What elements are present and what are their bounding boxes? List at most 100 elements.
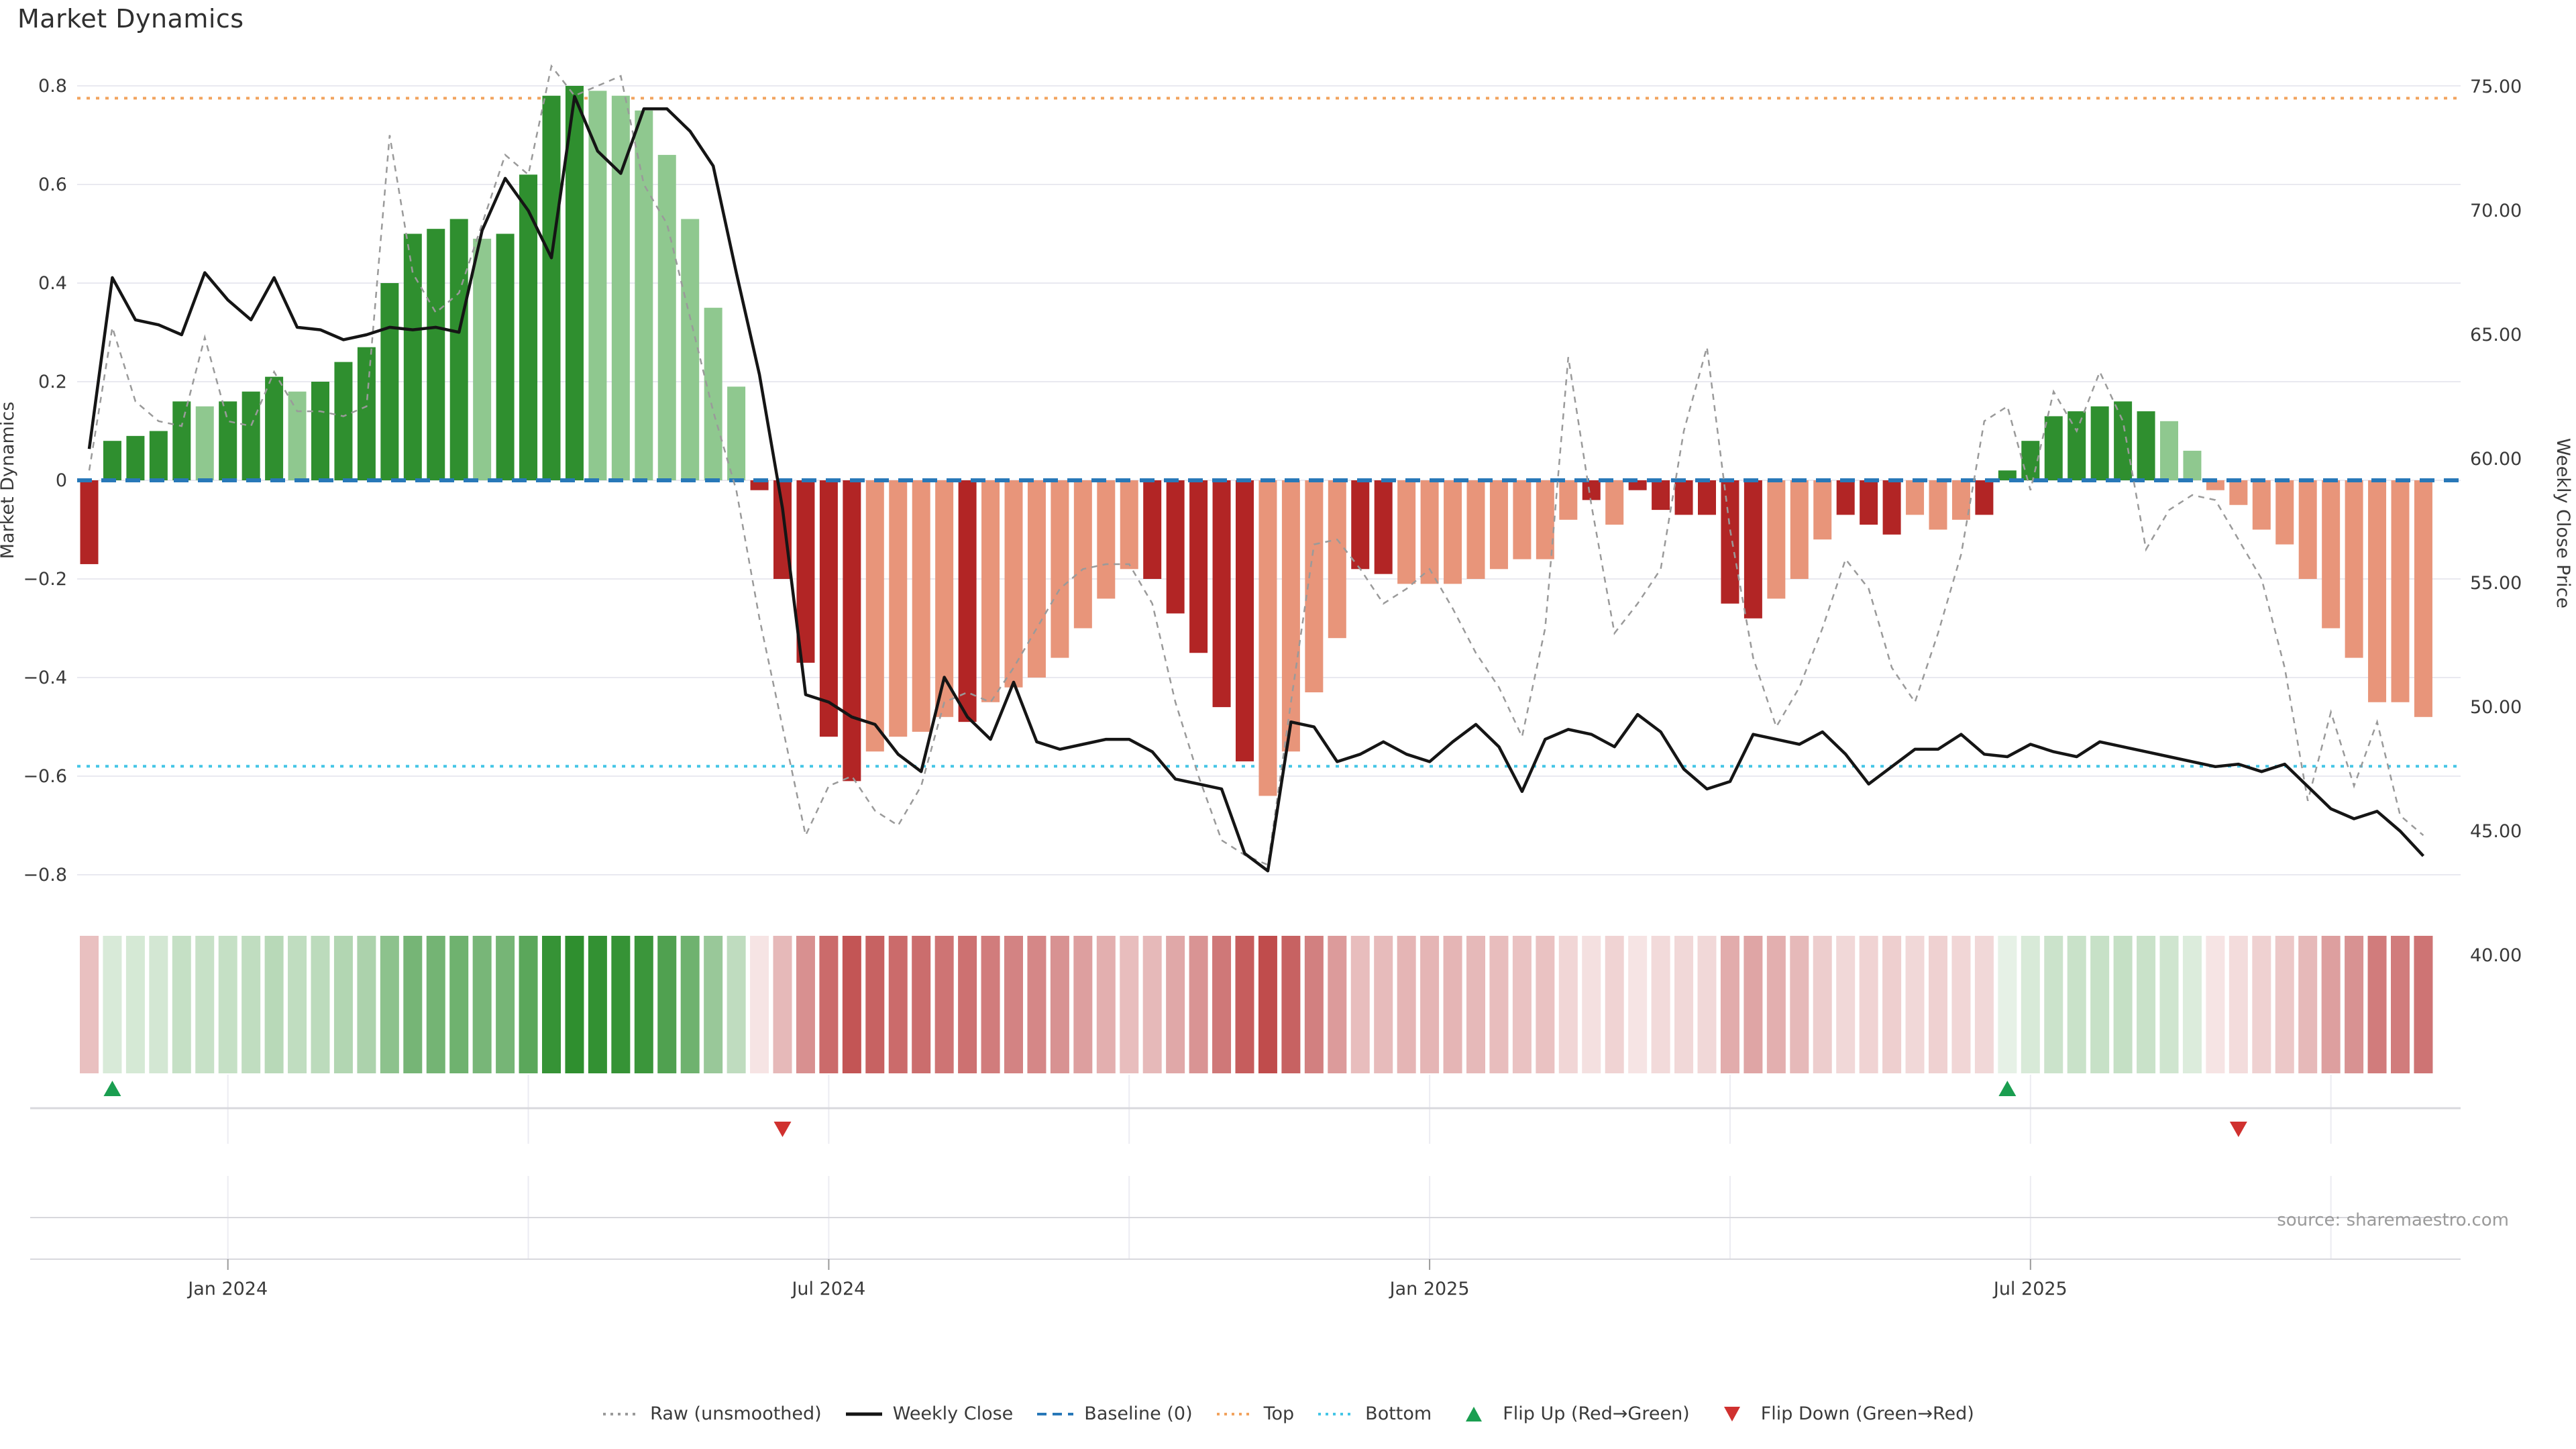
heatmap-cell <box>2391 936 2410 1073</box>
dynamics-bar <box>843 480 861 782</box>
heatmap-cell <box>680 936 700 1073</box>
heatmap-cell <box>1443 936 1462 1073</box>
dynamics-bar <box>2275 480 2294 545</box>
heatmap-cell <box>1073 936 1093 1073</box>
right-tick-label: 55.00 <box>2470 573 2522 594</box>
heatmap-cell <box>542 936 561 1073</box>
heatmap-cell <box>288 936 307 1073</box>
dynamics-bar <box>241 391 260 480</box>
dynamics-bar <box>1397 480 1416 584</box>
source-note: source: sharemaestro.com <box>2277 1210 2509 1230</box>
dynamics-bar <box>1374 480 1393 574</box>
dynamics-bar <box>1628 480 1647 490</box>
x-tick-label: Jan 2025 <box>1389 1279 1470 1299</box>
flip-down-marker <box>773 1122 792 1137</box>
dynamics-bar <box>1929 480 1947 530</box>
dynamics-bar <box>1998 470 2017 480</box>
heatmap-cell <box>888 936 908 1073</box>
heatmap-cell <box>449 936 469 1073</box>
dynamics-bar <box>2160 421 2178 480</box>
heatmap-cell <box>80 936 99 1073</box>
legend-label: Top <box>1263 1403 1295 1424</box>
dynamics-bar <box>958 480 977 722</box>
legend-label: Raw (unsmoothed) <box>650 1403 822 1424</box>
dynamics-bar <box>865 480 884 752</box>
dynamics-bar <box>1212 480 1231 708</box>
heatmap-cell <box>1651 936 1670 1073</box>
heatmap-cell <box>2345 936 2364 1073</box>
dynamics-bar <box>449 219 468 480</box>
dynamics-bar <box>1721 480 1739 604</box>
heatmap-cell <box>1397 936 1416 1073</box>
dynamics-bar <box>427 229 445 480</box>
heatmap-cell <box>565 936 584 1073</box>
heatmap-cell <box>819 936 839 1073</box>
heatmap-cell <box>1628 936 1648 1073</box>
heatmap-cell <box>657 936 677 1073</box>
dynamics-bar <box>1466 480 1485 579</box>
legend-label: Flip Down (Green→Red) <box>1760 1403 1974 1424</box>
heatmap-cell <box>380 936 399 1073</box>
dynamics-bar <box>334 362 353 480</box>
dynamics-bar <box>2298 480 2317 579</box>
dynamics-bar <box>1860 480 1878 525</box>
dynamics-bar <box>1073 480 1092 629</box>
heatmap-cell <box>333 936 353 1073</box>
heatmap-cell <box>2021 936 2040 1073</box>
heatmap-cell <box>2044 936 2063 1073</box>
dynamics-bar <box>1489 480 1508 570</box>
heatmap-cell <box>2367 936 2387 1073</box>
dynamics-bar <box>912 480 930 732</box>
dynamics-bar <box>149 431 168 480</box>
heatmap-cell <box>1720 936 1739 1073</box>
heatmap-cell <box>1558 936 1578 1073</box>
flip-down-marker-icon <box>1723 1406 1740 1421</box>
heatmap-cell <box>1189 936 1208 1073</box>
dynamics-bar <box>1698 480 1716 515</box>
dynamics-bar <box>1258 480 1277 796</box>
heatmap-cell <box>2182 936 2202 1073</box>
dynamics-bar <box>1951 480 1970 520</box>
dynamics-bar <box>1143 480 1162 579</box>
right-tick-label: 50.00 <box>2470 697 2522 718</box>
dynamics-bar <box>311 382 329 480</box>
dynamics-bar <box>565 86 584 480</box>
left-axis-title: Market Dynamics <box>0 402 18 559</box>
dynamics-bar <box>1790 480 1809 579</box>
heatmap-cell <box>1859 936 1878 1073</box>
heatmap-cell <box>1813 936 1832 1073</box>
heatmap-cell <box>1027 936 1046 1073</box>
legend-item-flip-down: Flip Down (Green→Red) <box>1713 1403 1974 1424</box>
dynamics-bar <box>681 219 700 480</box>
right-tick-label: 65.00 <box>2470 325 2522 345</box>
heatmap-cell <box>2090 936 2110 1073</box>
dynamics-bar <box>2183 450 2202 480</box>
heatmap-cell <box>2113 936 2133 1073</box>
legend-label: Weekly Close <box>892 1403 1014 1424</box>
heatmap-cell <box>796 936 815 1073</box>
dynamics-bar <box>1559 480 1578 520</box>
dynamics-bar <box>1328 480 1346 639</box>
heatmap-cell <box>195 936 215 1073</box>
right-tick-label: 75.00 <box>2470 76 2522 97</box>
heatmap-cell <box>1882 936 1902 1073</box>
heatmap-cell <box>103 936 122 1073</box>
dynamics-bar <box>1743 480 1762 619</box>
dynamics-bar <box>2414 480 2432 717</box>
page-title: Market Dynamics <box>17 4 244 34</box>
left-tick-label: 0.2 <box>38 372 67 392</box>
heatmap-cell <box>1212 936 1232 1073</box>
legend-item-weekly-close: Weekly Close <box>845 1403 1014 1424</box>
dynamics-bar <box>2044 416 2063 480</box>
heatmap-cell <box>1120 936 1139 1073</box>
heatmap-cell <box>1536 936 1555 1073</box>
dynamics-bar <box>1536 480 1554 559</box>
heatmap-cell <box>1166 936 1185 1073</box>
heatmap-cell <box>2067 936 2086 1073</box>
flip-up-marker <box>1998 1081 2017 1096</box>
heatmap-cell <box>1766 936 1786 1073</box>
heatmap-cell <box>1974 936 1994 1073</box>
dynamics-bar <box>1166 480 1185 614</box>
dynamics-bar <box>1281 480 1300 752</box>
